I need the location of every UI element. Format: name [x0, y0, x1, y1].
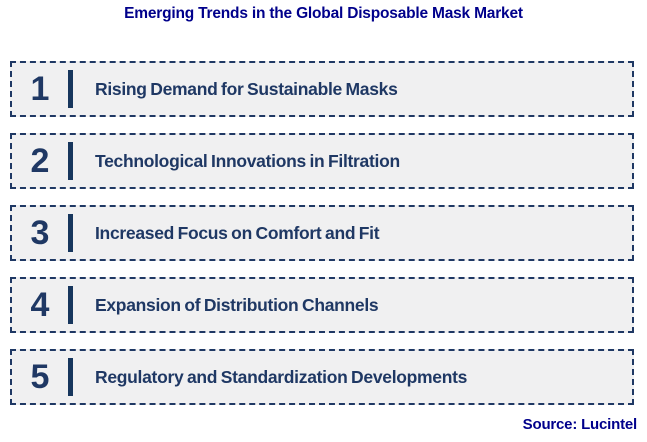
vertical-divider	[68, 70, 73, 108]
trend-box-2: 2 Technological Innovations in Filtratio…	[10, 133, 634, 189]
trend-number: 5	[30, 358, 50, 396]
trend-box-4: 4 Expansion of Distribution Channels	[10, 277, 634, 333]
trend-box-5: 5 Regulatory and Standardization Develop…	[10, 349, 634, 405]
vertical-divider	[68, 142, 73, 180]
trend-number: 1	[30, 70, 50, 108]
vertical-divider	[68, 358, 73, 396]
trend-label: Regulatory and Standardization Developme…	[95, 366, 468, 387]
page-title: Emerging Trends in the Global Disposable…	[124, 5, 523, 22]
trend-label: Increased Focus on Comfort and Fit	[95, 222, 380, 243]
trend-label: Technological Innovations in Filtration	[95, 150, 400, 171]
source-attribution: Source: Lucintel	[522, 416, 638, 433]
trend-label: Expansion of Distribution Channels	[95, 294, 379, 315]
trend-box-1: 1 Rising Demand for Sustainable Masks	[10, 61, 634, 117]
trend-number: 3	[30, 214, 50, 252]
vertical-divider	[68, 214, 73, 252]
trend-box-3: 3 Increased Focus on Comfort and Fit	[10, 205, 634, 261]
trend-label: Rising Demand for Sustainable Masks	[95, 78, 398, 99]
trend-number: 4	[30, 286, 50, 324]
trend-number: 2	[30, 142, 50, 180]
vertical-divider	[68, 286, 73, 324]
